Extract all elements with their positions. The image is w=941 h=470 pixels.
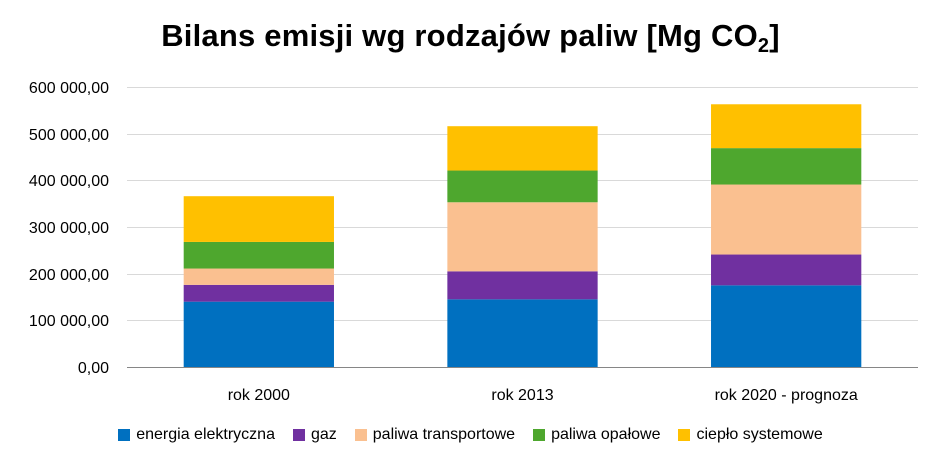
bar-segment — [711, 285, 862, 367]
chart-plot: 0,00 100 000,00 200 000,00 300 000,00 400 00… — [29, 80, 918, 404]
bar-segment — [447, 170, 598, 203]
bar-segment — [183, 301, 334, 367]
legend: energia elektryczna gaz paliwa transportow… — [0, 426, 941, 444]
legend-item: ciepło systemowe — [678, 426, 823, 444]
y-tick-label: 300 000,00 — [29, 220, 109, 237]
bar-segment — [447, 202, 598, 272]
legend-item: paliwa transportowe — [354, 426, 516, 444]
bar-segment — [183, 196, 334, 242]
chart-title: Bilans emisji wg rodzajów paliw [Mg CO2] — [0, 18, 941, 58]
chart-title-subscript: 2 — [757, 35, 770, 57]
x-category-label: rok 2013 — [491, 387, 553, 404]
bar-segment — [711, 104, 862, 149]
legend-item: paliwa opałowe — [533, 426, 660, 444]
bar-segment — [711, 184, 862, 255]
x-axis-category-labels: rok 2000 rok 2013 rok 2020 - prognoza — [228, 387, 858, 404]
y-tick-label: 600 000,00 — [29, 80, 109, 97]
legend-swatch — [292, 429, 305, 441]
legend-label: ciepło systemowe — [696, 426, 823, 443]
legend-label: paliwa opałowe — [551, 426, 661, 443]
legend-swatch — [118, 429, 131, 441]
y-tick-label: 400 000,00 — [29, 173, 109, 190]
legend-item: gaz — [292, 426, 337, 444]
legend-swatch — [354, 429, 367, 441]
bar-segment — [183, 284, 334, 302]
y-tick-label: 100 000,00 — [29, 313, 109, 330]
bar-segment — [183, 268, 334, 285]
legend-label: gaz — [310, 426, 337, 443]
legend-item: energia elektryczna — [118, 426, 275, 444]
bar-segment — [711, 148, 862, 185]
chart-title-end: ] — [769, 18, 780, 53]
legend-swatch — [533, 429, 546, 441]
bar-segment — [447, 299, 598, 367]
bar-segment — [447, 126, 598, 171]
x-category-label: rok 2000 — [228, 387, 290, 404]
x-category-label: rok 2020 - prognoza — [715, 387, 858, 404]
y-tick-label: 0,00 — [78, 360, 109, 377]
legend-swatch — [678, 429, 691, 441]
y-tick-label: 200 000,00 — [29, 267, 109, 284]
bars — [183, 104, 862, 367]
y-tick-label: 500 000,00 — [29, 127, 109, 144]
legend-label: energia elektryczna — [136, 426, 275, 443]
bar-segment — [447, 271, 598, 300]
bar-segment — [183, 241, 334, 269]
legend-label: paliwa transportowe — [372, 426, 516, 443]
bar-segment — [711, 254, 862, 286]
chart-title-main: Bilans emisji wg rodzajów paliw [Mg CO — [161, 18, 758, 53]
y-axis-tick-labels: 0,00 100 000,00 200 000,00 300 000,00 400 00… — [29, 80, 109, 377]
